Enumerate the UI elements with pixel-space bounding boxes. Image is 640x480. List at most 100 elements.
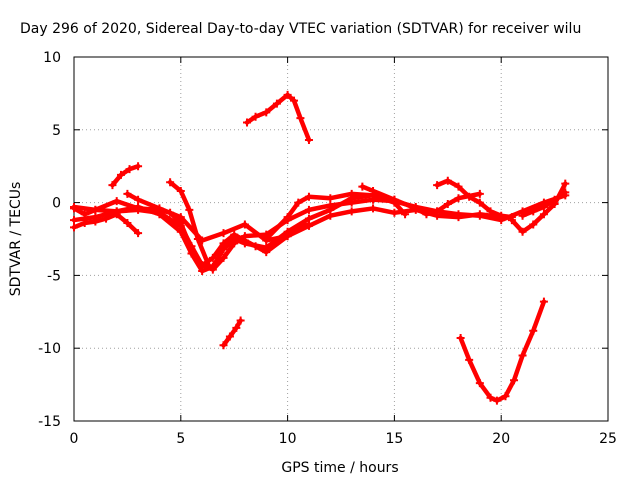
data-point (454, 182, 463, 191)
data-point (411, 204, 420, 213)
series-line (221, 318, 243, 348)
series-layer (70, 90, 570, 405)
data-point (539, 202, 548, 211)
data-point (225, 332, 234, 341)
data-point (80, 218, 89, 227)
data-point (91, 217, 100, 226)
data-point (518, 211, 527, 220)
data-point (70, 223, 78, 232)
data-point (304, 192, 313, 201)
data-point (240, 220, 249, 229)
data-point (219, 229, 228, 238)
data-point (326, 194, 335, 203)
data-point (80, 210, 89, 219)
series-arc-g (166, 178, 213, 270)
data-point (262, 248, 271, 257)
data-point (251, 242, 260, 251)
series-arc-e (70, 210, 143, 238)
data-point (155, 205, 164, 214)
data-point (529, 326, 538, 335)
data-point (176, 186, 185, 195)
data-point (134, 195, 143, 204)
data-point (70, 216, 78, 225)
data-point (497, 211, 506, 220)
data-point (123, 189, 132, 198)
data-point (326, 211, 335, 220)
data-point (369, 186, 378, 195)
y-tick-label: 5 (52, 123, 61, 139)
data-point (70, 204, 78, 213)
data-point (550, 195, 559, 204)
data-point (243, 118, 252, 127)
x-axis-ticks: 0 5 10 15 20 25 (70, 57, 617, 447)
data-point (102, 214, 111, 223)
data-point (91, 205, 100, 214)
data-point (529, 207, 538, 216)
data-point (304, 220, 313, 229)
data-point (185, 205, 194, 214)
y-tick-label: -5 (47, 268, 61, 284)
series-line (110, 163, 141, 188)
data-point (262, 235, 271, 243)
data-point (294, 223, 303, 232)
data-point (112, 197, 121, 206)
x-tick-label: 10 (279, 431, 297, 447)
data-point (347, 189, 356, 198)
data-point (296, 114, 305, 123)
data-point (561, 179, 570, 188)
data-point (125, 165, 134, 174)
chart-title: Day 296 of 2020, Sidereal Day-to-day VTE… (20, 21, 581, 37)
plot-frame (73, 56, 609, 422)
data-point (507, 216, 516, 225)
data-point (272, 99, 281, 108)
data-point (294, 198, 303, 207)
data-point (433, 181, 442, 190)
data-point (465, 192, 474, 201)
data-point (561, 188, 570, 197)
data-point (486, 207, 495, 216)
data-point (208, 253, 217, 262)
data-point (443, 200, 452, 209)
data-point (283, 90, 292, 99)
data-point (539, 210, 548, 219)
data-point (475, 210, 484, 219)
x-tick-label: 25 (599, 431, 617, 447)
series-arc-d (70, 197, 313, 270)
data-point (475, 379, 484, 388)
data-point (454, 213, 463, 222)
data-point (390, 195, 399, 204)
data-point (401, 210, 410, 219)
x-tick-label: 5 (176, 431, 185, 447)
data-point (134, 162, 143, 171)
data-point (475, 189, 484, 198)
data-point (529, 220, 538, 229)
data-point (283, 232, 292, 241)
data-point (166, 208, 175, 217)
x-tick-label: 15 (385, 431, 403, 447)
series-line (458, 299, 547, 403)
data-point (454, 194, 463, 203)
data-point (304, 205, 313, 214)
data-point (347, 207, 356, 216)
series-arc-i (243, 90, 313, 144)
data-point (240, 236, 249, 245)
data-point (456, 334, 465, 343)
data-point (422, 210, 431, 219)
data-point (262, 108, 271, 117)
y-tick-label: 10 (43, 50, 61, 66)
data-point (134, 204, 143, 213)
data-point (390, 208, 399, 217)
data-point (230, 230, 239, 239)
data-point (204, 261, 213, 270)
y-axis-ticks: -15 -10 -5 0 5 10 (38, 50, 608, 430)
x-tick-label: 0 (70, 431, 79, 447)
series-arc-m (456, 297, 548, 405)
data-point (486, 393, 495, 402)
series-line (71, 193, 568, 272)
series-arc-h (219, 316, 245, 350)
data-point (123, 218, 132, 227)
data-point (358, 182, 367, 191)
data-point (166, 178, 175, 187)
data-point (475, 198, 484, 207)
